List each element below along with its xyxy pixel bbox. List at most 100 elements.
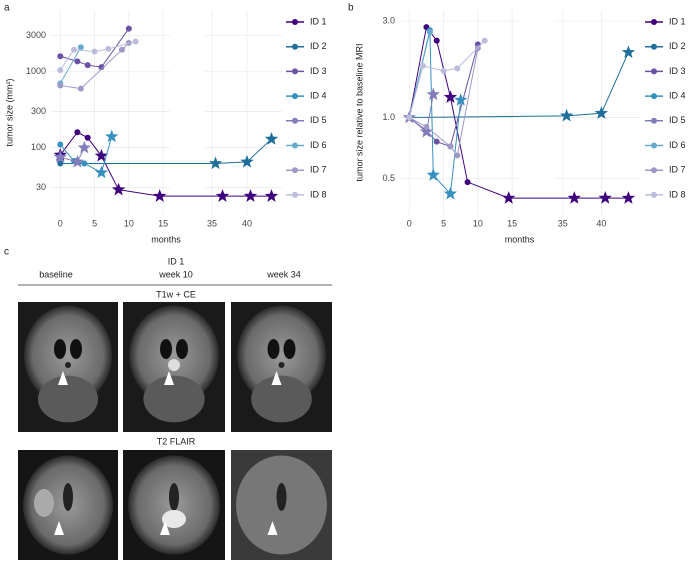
star-point [243, 189, 258, 202]
point [57, 141, 64, 148]
legend-point [651, 142, 657, 149]
ventricle [176, 339, 188, 359]
subject-label: ID 1 [168, 256, 185, 266]
point [57, 67, 64, 74]
point [57, 82, 64, 89]
y-axis-label: tumor size (mm²) [4, 79, 14, 147]
point [464, 179, 471, 186]
star-point [153, 189, 167, 202]
series-line [408, 40, 486, 118]
sequence-label: T1w + CE [156, 289, 196, 299]
star-point [105, 129, 119, 143]
lesion [65, 362, 71, 368]
star-point [567, 191, 581, 204]
legend-point [292, 191, 298, 198]
legend-point [292, 19, 298, 25]
x-tick-label: 5 [92, 218, 97, 228]
star-point [53, 150, 67, 163]
x-axis-label: months [151, 234, 181, 244]
point [125, 25, 132, 32]
legend-point [292, 68, 298, 75]
x-tick-label: 40 [242, 218, 252, 228]
legend-label: ID 5 [669, 115, 686, 125]
legend-point [292, 43, 298, 50]
x-tick-label: 40 [596, 218, 606, 228]
point [433, 37, 440, 44]
point [105, 45, 112, 52]
point [71, 46, 77, 53]
series-line [408, 25, 629, 199]
star-point [598, 191, 612, 204]
point [77, 85, 84, 92]
legend-label: ID 1 [310, 16, 327, 26]
x-tick-label: 0 [407, 218, 412, 228]
ventricle [267, 339, 280, 359]
star-point [215, 189, 230, 202]
legend-label: ID 6 [669, 140, 686, 150]
series-line [59, 47, 82, 84]
point [91, 48, 98, 55]
star-point [94, 148, 109, 162]
legend-label: ID 8 [669, 189, 686, 199]
point [454, 65, 461, 72]
star-point [208, 156, 223, 170]
x-tick-label: 10 [124, 218, 134, 228]
point [77, 44, 84, 51]
brain [237, 305, 326, 405]
ventricle [276, 483, 287, 511]
legend-label: ID 5 [310, 115, 327, 125]
star-point [502, 191, 516, 204]
point [74, 58, 81, 65]
lesion [162, 510, 186, 528]
x-tick-label: 35 [207, 218, 217, 228]
lesion [34, 489, 54, 517]
point [426, 28, 433, 35]
lesion [278, 362, 285, 368]
arrowhead [267, 521, 278, 535]
legend-label: ID 3 [669, 66, 686, 76]
lesion [168, 359, 180, 371]
point [74, 129, 81, 136]
legend-label: ID 4 [669, 90, 686, 100]
point [132, 38, 139, 45]
ventricle [169, 483, 179, 511]
legend-label: ID 6 [310, 140, 327, 150]
legend-point [651, 117, 657, 124]
star-point [264, 132, 279, 145]
legend-point [651, 19, 657, 25]
point [454, 152, 461, 159]
point [84, 134, 91, 141]
point [447, 143, 454, 150]
star-point [419, 124, 434, 138]
star-point [443, 186, 458, 200]
legend-point [651, 167, 657, 174]
y-tick-label: 3000 [26, 30, 46, 40]
point [84, 62, 91, 69]
arrowhead [271, 371, 282, 385]
y-tick-label: 300 [31, 106, 46, 116]
y-tick-label: 1000 [26, 66, 46, 76]
legend-label: ID 7 [310, 165, 327, 175]
legend-label: ID 7 [669, 165, 686, 175]
y-tick-label: 3.0 [382, 15, 395, 25]
x-tick-label: 35 [558, 218, 568, 228]
y-tick-label: 100 [31, 142, 46, 152]
x-axis-label: months [505, 234, 535, 244]
legend-point [292, 117, 298, 124]
point [57, 160, 64, 167]
star-point [426, 168, 440, 181]
legend-label: ID 1 [669, 16, 686, 26]
point [420, 62, 426, 69]
y-tick-label: 0.5 [382, 173, 395, 183]
point [119, 46, 125, 53]
point [440, 67, 447, 74]
skull [251, 375, 312, 423]
star-point [264, 189, 279, 202]
star-point [94, 165, 109, 179]
legend-label: ID 4 [310, 90, 327, 100]
timepoint-label: week 10 [158, 269, 193, 279]
star-point [443, 90, 458, 103]
point [57, 53, 64, 60]
point [423, 123, 430, 130]
